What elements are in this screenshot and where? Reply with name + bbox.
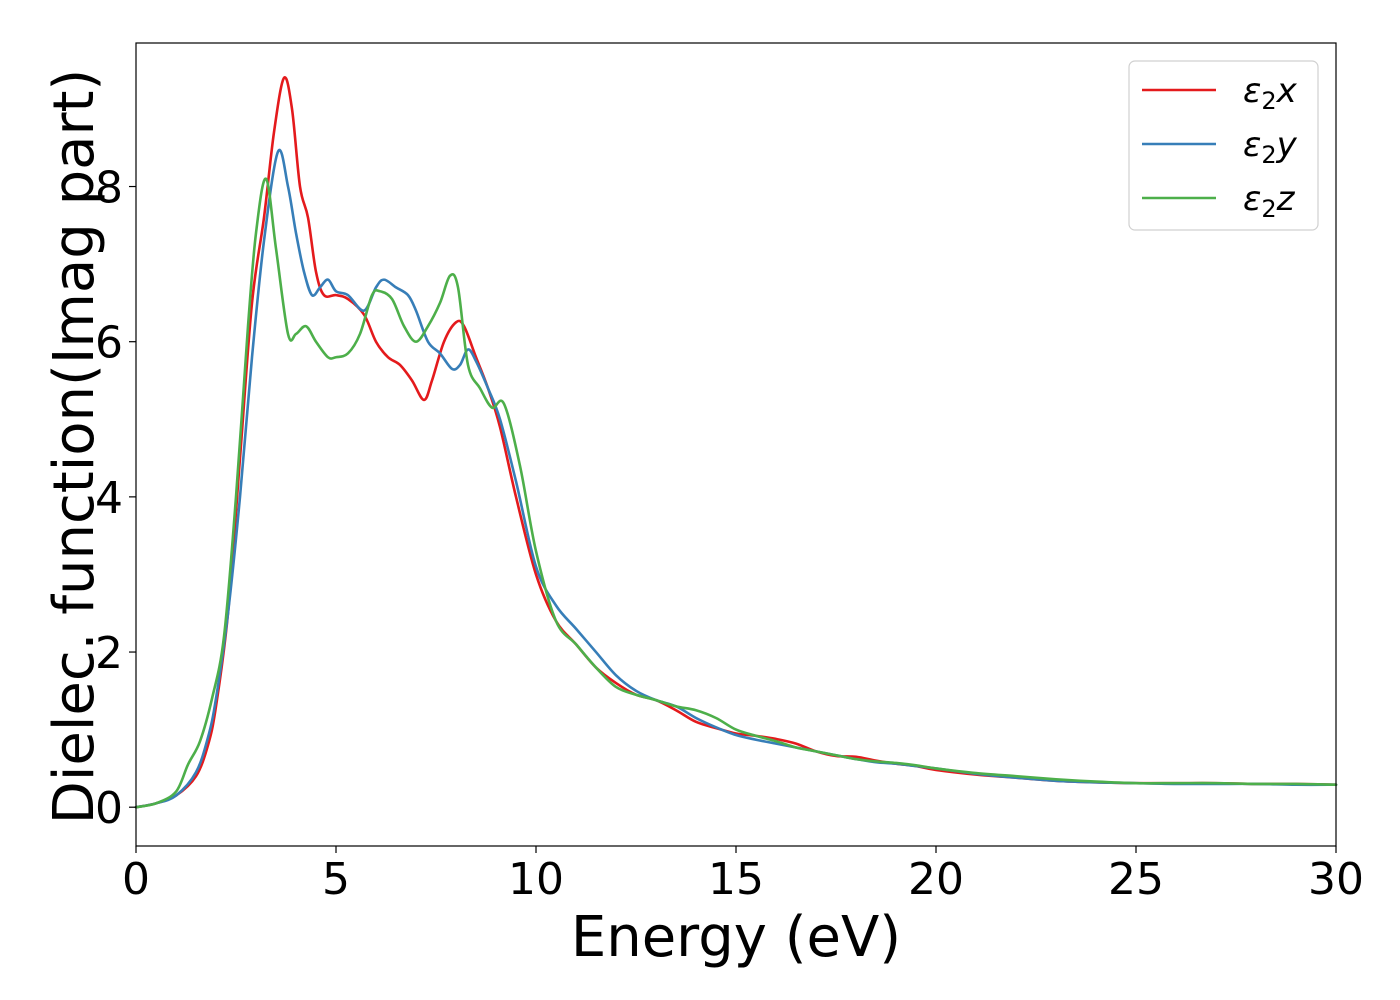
y-tick-label: 2 [95, 628, 123, 679]
legend-item-y: ε2y [1142, 125, 1298, 169]
x-tick-label: 0 [122, 854, 150, 905]
legend-label: ε2z [1243, 179, 1296, 223]
legend-frame [1128, 60, 1319, 231]
legend-label: ε2y [1243, 125, 1298, 169]
legend-label: ε2x [1243, 71, 1298, 115]
x-axis-label: Energy (eV) [571, 905, 901, 970]
x-tick-label: 25 [1108, 854, 1164, 905]
x-axis: 0 5 10 15 20 25 30 [122, 846, 1364, 905]
y-axis-label: Dielec. function(Imag part) [42, 69, 107, 825]
legend: ε2x ε2y ε2z [1128, 60, 1319, 231]
legend-item-x: ε2x [1142, 71, 1298, 115]
series-layer [134, 76, 1338, 809]
x-tick-label: 20 [908, 854, 964, 905]
y-axis: 0 2 4 6 8 [95, 163, 136, 834]
y-tick-label: 0 [95, 783, 123, 834]
x-tick-label: 15 [708, 854, 764, 905]
legend-item-z: ε2z [1142, 179, 1296, 223]
x-tick-label: 5 [322, 854, 350, 905]
y-tick-label: 4 [95, 473, 123, 524]
series-line-z [134, 177, 1338, 809]
x-tick-label: 10 [508, 854, 564, 905]
y-tick-label: 8 [95, 163, 123, 214]
x-tick-label: 30 [1308, 854, 1364, 905]
y-tick-label: 6 [95, 318, 123, 369]
